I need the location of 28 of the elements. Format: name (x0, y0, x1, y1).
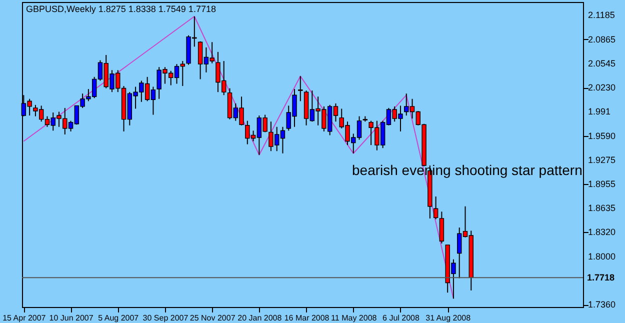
x-tick-label: 15 Apr 2007 (2, 314, 46, 322)
x-tick-label: 30 Sep 2007 (142, 314, 189, 322)
x-tick-label: 5 Aug 2007 (98, 314, 140, 322)
x-tick-label: 6 Jul 2008 (382, 314, 420, 322)
chart-title: GBPUSD,Weekly 1.8275 1.8338 1.7549 1.7718 (26, 4, 216, 14)
y-tick-label: 2.1185 (588, 10, 615, 20)
x-tick-label: 11 May 2008 (331, 314, 378, 322)
y-tick-label: 1.9590 (588, 130, 616, 141)
y-tick-label: 1.8635 (588, 203, 616, 214)
y-tick-label: 1.8320 (588, 227, 616, 238)
y-tick-label: 1.7360 (588, 300, 616, 310)
y-tick-label: 1.991 (588, 106, 611, 117)
y-tick-label: 2.0230 (588, 82, 616, 93)
candlestick (298, 76, 303, 102)
y-tick-label: 1.8000 (588, 251, 616, 262)
x-tick-label: 10 Jun 2007 (49, 314, 94, 322)
x-tick-label: 16 Mar 2008 (284, 314, 330, 322)
candlestick (439, 211, 444, 244)
y-tick-label: 1.8955 (588, 179, 616, 190)
candlestick (433, 196, 438, 220)
y-tick-label: 2.0545 (588, 58, 616, 69)
x-tick-label: 31 Aug 2008 (426, 314, 472, 322)
x-tick-label: 20 Jan 2008 (238, 314, 282, 322)
y-tick-label: 2.0865 (588, 34, 616, 44)
ref-line-label: 1.7718 (587, 272, 615, 283)
y-tick-label: 1.9275 (588, 154, 616, 165)
line-series (23, 16, 454, 300)
x-tick-label: 25 Nov 2007 (190, 314, 236, 322)
